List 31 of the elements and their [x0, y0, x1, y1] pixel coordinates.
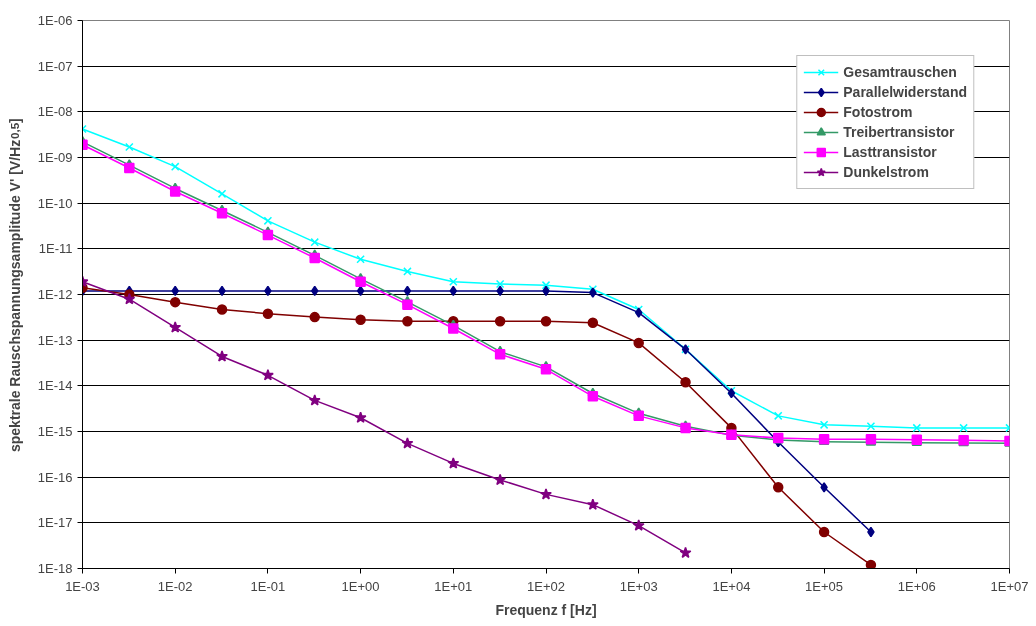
legend-label: Lasttransistor [843, 144, 937, 160]
y-tick-label: 1E-15 [37, 424, 73, 439]
x-tick-label: 1E+06 [897, 578, 936, 594]
x-tick-label: 1E+01 [434, 578, 473, 594]
y-tick-label: 1E-11 [38, 241, 73, 257]
legend-label: Parallelwiderstand [843, 84, 967, 100]
y-tick-label: 1E-17 [37, 515, 73, 531]
y-tick-label: 1E-07 [37, 58, 73, 74]
y-tick-label: 1E-06 [37, 13, 73, 28]
x-tick-label: 1E-03 [65, 578, 100, 594]
x-tick-label: 1E+05 [805, 578, 844, 594]
y-tick-label: 1E-12 [37, 287, 73, 302]
x-tick-label: 1E-01 [250, 578, 286, 594]
x-tick-label: 1E-02 [157, 578, 193, 594]
y-tick-label: 1E-14 [37, 378, 73, 394]
y-tick-label: 1E-13 [37, 332, 73, 348]
y-tick-label: 1E-16 [37, 469, 73, 485]
x-tick-label: 1E+00 [341, 578, 380, 594]
x-tick-label: 1E+02 [527, 578, 565, 594]
y-tick-label: 1E-10 [37, 195, 73, 211]
y-tick-label: 1E-18 [37, 561, 73, 576]
legend-label: Dunkelstrom [843, 164, 929, 180]
x-tick-label: 1E+03 [619, 578, 658, 594]
x-axis-title: Frequenz f [Hz] [495, 601, 597, 618]
x-tick-label: 1E+07 [990, 578, 1029, 594]
legend-label: Treibertransistor [843, 124, 955, 140]
legend-label: Gesamtrauschen [843, 64, 957, 80]
y-tick-label: 1E-08 [37, 104, 73, 120]
y-tick-label: 1E-09 [37, 150, 73, 165]
legend-label: Fotostrom [843, 104, 913, 120]
x-tick-label: 1E+04 [712, 578, 751, 594]
